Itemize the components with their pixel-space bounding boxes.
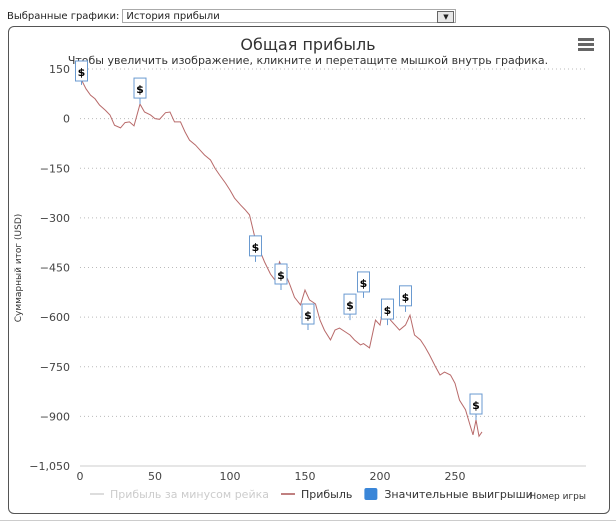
chart-selector-label: Выбранные графики: [7,10,120,22]
flag-label: $ [136,83,144,96]
flag-label: $ [346,299,354,312]
legend-label: Прибыль [301,488,352,501]
x-tick-label: 50 [148,470,162,483]
chart-selector-value: История прибыли [126,11,220,22]
flag-label: $ [360,277,368,290]
flag-label: $ [384,304,392,317]
chevron-down-icon[interactable]: ▼ [437,11,455,23]
flag-label: $ [277,269,285,282]
legend-item[interactable]: Прибыль [280,488,352,501]
y-tick-label: −450 [40,262,70,275]
y-tick-label: −150 [40,162,70,175]
y-tick-label: −750 [40,361,70,374]
chart-container [8,26,610,514]
y-tick-label: 150 [49,63,70,76]
big-win-flag[interactable]: $ [381,298,394,326]
x-tick-label: 0 [77,470,84,483]
big-win-flag[interactable]: $ [399,285,412,312]
divider [0,520,616,521]
y-tick-label: −900 [40,410,70,423]
flag-label: $ [402,291,410,304]
profit-line[interactable] [81,79,483,438]
chart-title: Общая прибыль [240,35,375,54]
hamburger-icon[interactable] [578,38,594,51]
legend-item[interactable]: Прибыль за минусом рейка [90,488,269,501]
x-tick-label: 100 [220,470,241,483]
big-win-flag[interactable]: $ [301,303,315,331]
legend-label: Прибыль за минусом рейка [110,488,269,501]
legend-item[interactable]: Значительные выигрыши [364,488,533,501]
chart-subtitle: Чтобы увеличить изображение, кликните и … [68,54,548,67]
legend-label: Значительные выигрыши [384,488,532,501]
big-win-flag[interactable]: $ [357,271,370,298]
chart-selector-row: Выбранные графики: История прибыли ▼ [7,9,457,23]
big-win-flag[interactable]: $ [133,77,147,105]
flag-label: $ [304,309,312,322]
y-tick-label: −300 [40,212,70,225]
flag-label: $ [472,399,480,412]
y-tick-label: 0 [63,113,70,126]
y-axis-label: Суммарный итог (USD) [14,214,24,323]
big-win-flag[interactable]: $ [249,235,262,262]
y-tick-label: −1,050 [29,460,70,473]
big-win-flag[interactable]: $ [343,293,357,321]
x-tick-label: 150 [295,470,316,483]
big-win-flag[interactable]: $ [75,60,88,85]
flag-label: $ [252,241,260,254]
big-win-flag[interactable]: $ [274,263,288,290]
x-tick-label: 200 [370,470,391,483]
big-win-flag[interactable]: $ [469,393,483,421]
x-tick-label: 250 [445,470,466,483]
x-axis-label: Номер игры [529,492,586,502]
chart-selector-dropdown[interactable]: История прибыли ▼ [122,9,457,23]
y-tick-label: −600 [40,311,70,324]
flag-label: $ [78,66,86,79]
